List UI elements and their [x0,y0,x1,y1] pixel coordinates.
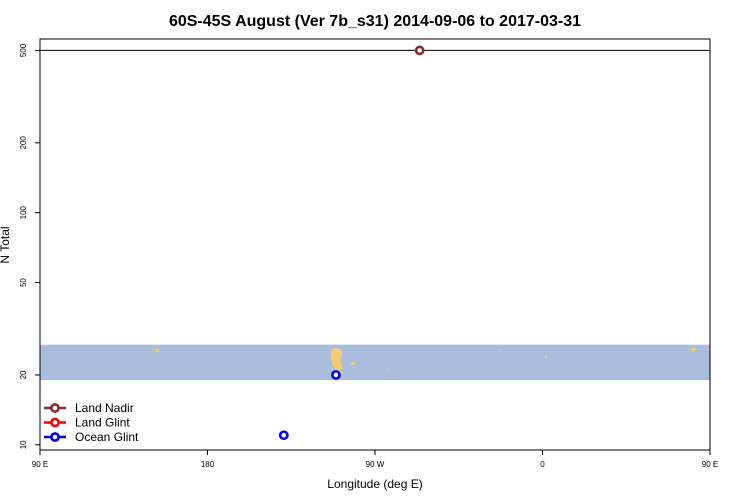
data-point [278,430,289,441]
y-tick-label: 10 [19,440,28,449]
x-tick-label: 90 E [702,460,718,469]
x-axis-label: Longitude (deg E) [327,477,422,491]
land-fragment-5 [498,351,500,353]
y-tick-label: 50 [19,278,28,287]
legend-entry: Land Glint [44,416,130,430]
land-fragment-4 [545,356,547,358]
legend-entry: Ocean Glint [44,430,139,444]
land-fragment-2 [351,362,355,365]
land-fragment-0 [154,348,160,353]
x-tick-label: 180 [201,460,215,469]
y-axis-label: N Total [0,226,12,263]
x-tick-label: 90 E [32,460,48,469]
y-tick-label: 200 [19,136,28,150]
y-tick-label: 20 [19,370,28,379]
legend-entry: Land Nadir [44,401,134,415]
data-point [414,45,425,56]
y-tick-label: 100 [19,205,28,219]
land-fragment-3 [387,369,389,371]
plot-frame [39,38,711,451]
land-fragment-6 [690,347,697,352]
latitude-band [40,344,710,381]
data-point [331,370,341,380]
land-fragment-1 [331,348,344,373]
y-tick-label: 500 [19,43,28,57]
legend-swatch-marker [50,403,60,413]
x-tick-label: 90 W [366,460,385,469]
legend-label: Land Glint [75,416,130,430]
legend-swatch-marker [50,417,60,428]
legend-swatch-marker [50,432,60,442]
legend-label: Ocean Glint [75,430,139,444]
x-tick-label: 0 [540,460,545,469]
chart-title: 60S-45S August (Ver 7b_s31) 2014-09-06 t… [169,13,581,30]
legend-label: Land Nadir [75,401,134,415]
